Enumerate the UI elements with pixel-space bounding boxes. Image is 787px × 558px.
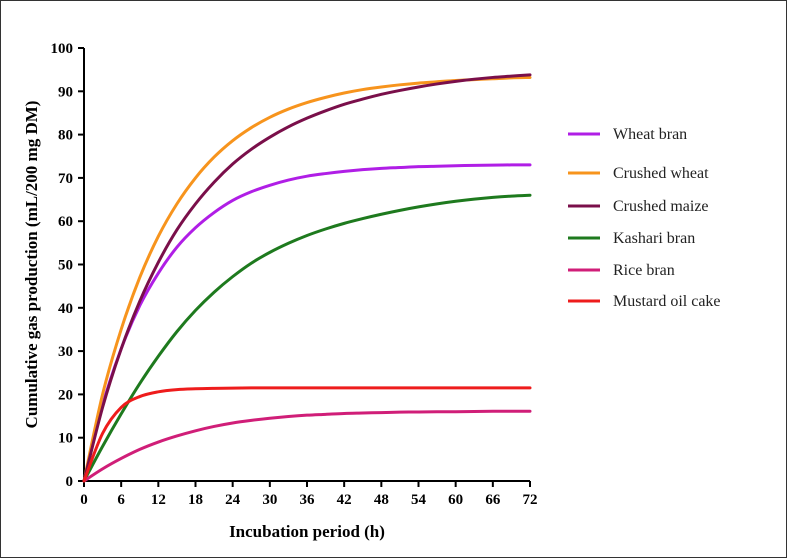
x-tick-label: 18 [188,492,203,508]
y-tick-label: 50 [58,258,73,274]
x-tick-label: 36 [300,492,316,508]
x-axis-title: Incubation period (h) [229,522,385,541]
x-tick-label: 12 [151,492,166,508]
y-tick-label: 100 [51,41,74,57]
x-tick-label: 72 [523,492,538,508]
x-tick-label: 0 [80,492,88,508]
legend-label-crushed-maize: Crushed maize [613,198,709,215]
series-line-crushed-maize [82,73,532,483]
legend-label-wheat-bran: Wheat bran [613,126,687,143]
series-line-kashari-bran [82,193,532,483]
x-tick-label: 66 [485,492,501,508]
y-tick-label: 60 [58,214,73,230]
legend-label-rice-bran: Rice bran [613,262,675,279]
y-tick-label: 70 [58,171,73,187]
y-tick-label: 10 [58,431,73,447]
x-tick-label: 30 [262,492,277,508]
x-tick-label: 6 [117,492,125,508]
y-tick-label: 80 [58,128,73,144]
series-line-rice-bran [82,409,532,483]
series-line-mustard-oil-cake [82,386,532,483]
legend-label-mustard-oil-cake: Mustard oil cake [613,293,721,310]
legend: Wheat bran Crushed wheat Crushed maize Kash… [568,126,721,310]
y-tick-label: 20 [58,387,73,403]
x-tick-label: 54 [411,492,427,508]
series-lines [82,73,532,483]
x-tick-label: 24 [225,492,241,508]
legend-label-crushed-wheat: Crushed wheat [613,165,709,182]
axes: 0 6 12 18 24 30 36 42 48 54 60 66 72 0 10 20 30 40 50 60 70 8… [51,41,538,508]
legend-label-kashari-bran: Kashari bran [613,230,695,247]
y-tick-label: 40 [58,301,73,317]
x-tick-label: 60 [448,492,463,508]
x-tick-label: 48 [374,492,389,508]
y-tick-label: 90 [58,84,73,100]
y-axis-title: Cumulative gas production (mL/200 mg DM) [22,101,41,429]
x-tick-label: 42 [337,492,352,508]
series-line-wheat-bran [82,163,532,483]
y-tick-label: 0 [66,474,74,490]
y-tick-label: 30 [58,344,73,360]
